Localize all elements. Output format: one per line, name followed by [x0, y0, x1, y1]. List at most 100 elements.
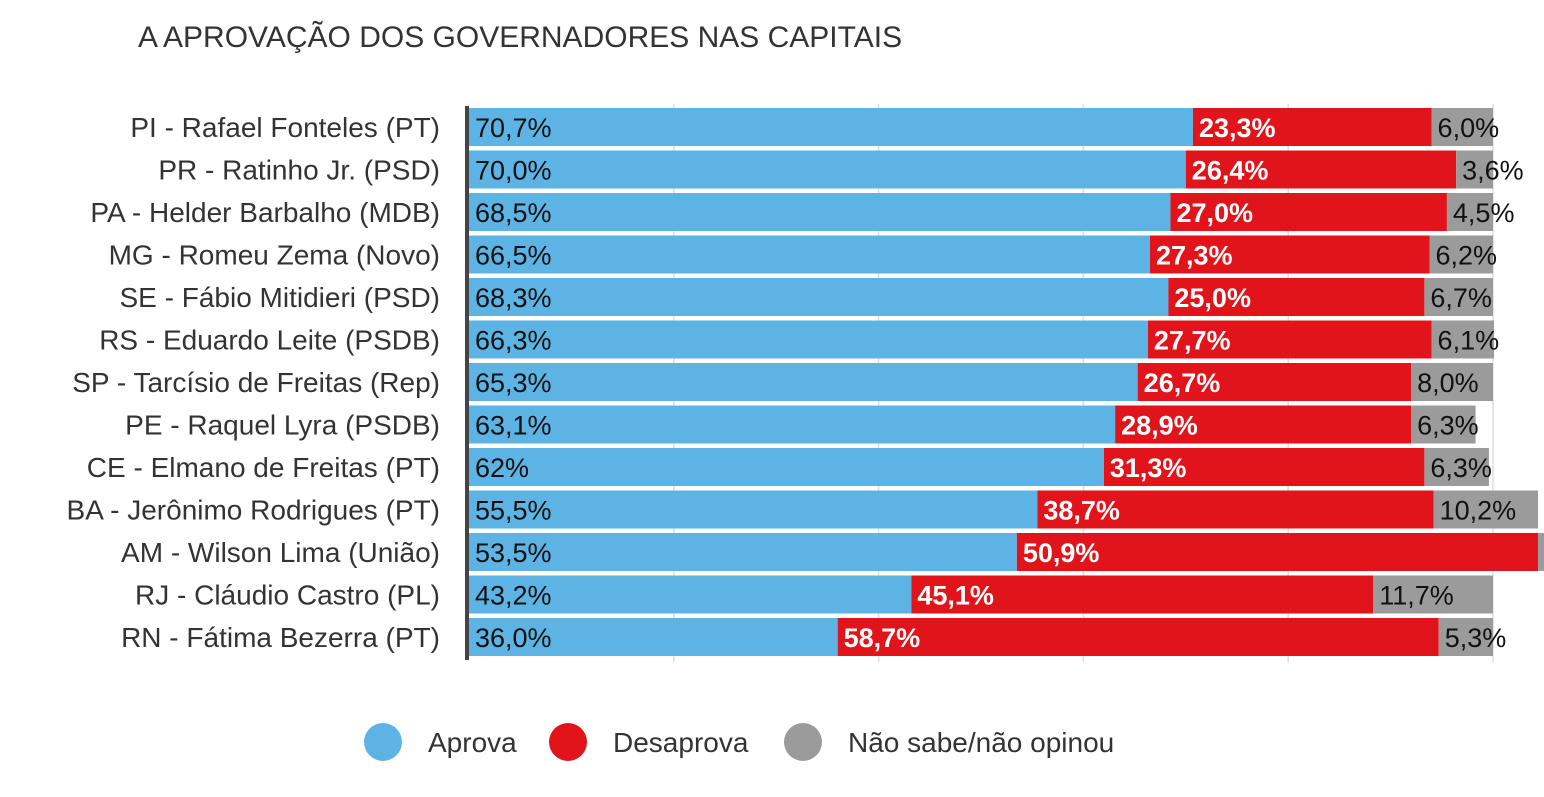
data-label: 68,3% — [475, 283, 552, 313]
category-label: PA - Helder Barbalho (MDB) — [90, 197, 440, 228]
bar-segment — [1137, 363, 1412, 401]
data-label: 6,2% — [1436, 241, 1498, 271]
data-label: 66,3% — [475, 326, 552, 356]
bar-segment — [911, 575, 1374, 614]
data-label: 45,1% — [917, 581, 994, 611]
category-label: CE - Elmano de Freitas (PT) — [87, 452, 440, 483]
chart-title: A APROVAÇÃO DOS GOVERNADORES NAS CAPITAI… — [138, 20, 902, 54]
category-label: RS - Eduardo Leite (PSDB) — [99, 325, 440, 356]
bar-segment — [837, 618, 1439, 656]
legend-label: Não sabe/não opinou — [848, 727, 1114, 758]
bar-segment — [1016, 533, 1539, 571]
category-label: MG - Romeu Zema (Novo) — [109, 240, 440, 271]
legend-swatch — [549, 723, 587, 761]
data-label: 11,7% — [1379, 581, 1454, 611]
bar-segment — [469, 490, 1038, 529]
bar-segment — [1438, 618, 1493, 656]
bar-segment — [469, 575, 912, 614]
bar-segment — [1456, 150, 1493, 189]
bar-segment — [1037, 490, 1434, 529]
bar-segment — [469, 363, 1138, 401]
data-label: 50,9% — [1023, 538, 1100, 568]
bar-segment — [1192, 108, 1432, 146]
bar-segment — [469, 235, 1150, 274]
bar-segment — [469, 618, 838, 656]
legend-swatch — [784, 723, 822, 761]
bar-segment — [1411, 363, 1493, 401]
data-label: 53,5% — [475, 538, 552, 568]
bar-segment — [469, 405, 1116, 444]
bar-segment — [1424, 448, 1489, 486]
data-label: 70,7% — [475, 113, 552, 143]
legend-label: Aprova — [428, 727, 517, 758]
bar-segment — [469, 320, 1148, 359]
data-label: 70,0% — [475, 156, 552, 186]
legend: Aprova Desaprova Não sabe/não opinou — [364, 723, 1114, 761]
data-label: 65,3% — [475, 368, 552, 398]
data-label: 43,2% — [475, 581, 552, 611]
data-label: 26,7% — [1144, 368, 1221, 398]
bar-segment — [1411, 405, 1476, 444]
data-label: 27,3% — [1156, 241, 1233, 271]
category-label: PE - Raquel Lyra (PSDB) — [125, 410, 440, 441]
data-label: 23,3% — [1199, 113, 1276, 143]
bars: 70,7% 23,3% 6,0% 70,0% 26,4% 3,6% 68,5% 27,0% 4,… — [469, 108, 1544, 656]
bar-segment — [469, 448, 1104, 486]
bar-segment — [1431, 320, 1495, 359]
category-label: SE - Fábio Mitidieri (PSD) — [119, 282, 440, 313]
legend-swatch — [364, 723, 402, 761]
bar-segment — [469, 108, 1193, 146]
bar-segment — [1373, 575, 1493, 614]
bar-segment — [1538, 533, 1544, 571]
bar-segment — [1103, 448, 1425, 486]
category-label: SP - Tarcísio de Freitas (Rep) — [72, 367, 440, 398]
data-label: 10,2% — [1440, 496, 1517, 526]
bar-segment — [1185, 150, 1457, 189]
data-label: 6,3% — [1417, 411, 1479, 441]
data-label: 66,5% — [475, 241, 552, 271]
data-label: 6,0% — [1438, 113, 1500, 143]
data-label: 55,5% — [475, 496, 552, 526]
data-label: 63,1% — [475, 411, 552, 441]
data-label: 5,3% — [1445, 623, 1507, 653]
category-labels: PI - Rafael Fonteles (PT) PR - Ratinho Jr… — [67, 112, 440, 653]
category-label: RJ - Cláudio Castro (PL) — [135, 580, 440, 611]
data-label: 36,0% — [475, 623, 552, 653]
bar-segment — [1115, 405, 1412, 444]
bar-segment — [1446, 193, 1493, 231]
category-label: BA - Jerônimo Rodrigues (PT) — [67, 495, 440, 526]
bar-segment — [1149, 235, 1430, 274]
bar-segment — [469, 278, 1169, 316]
data-label: 62% — [475, 453, 529, 483]
data-label: 6,3% — [1430, 453, 1492, 483]
bar-segment — [1168, 278, 1425, 316]
legend-label: Desaprova — [613, 727, 749, 758]
bar-segment — [1147, 320, 1432, 359]
data-label: 3,6% — [1462, 156, 1524, 186]
bar-segment — [1424, 278, 1493, 316]
data-label: 8,0% — [1417, 368, 1479, 398]
data-label: 58,7% — [844, 623, 921, 653]
data-label: 6,1% — [1438, 326, 1500, 356]
category-label: PI - Rafael Fonteles (PT) — [130, 112, 440, 143]
bar-segment — [1429, 235, 1493, 274]
data-label: 26,4% — [1192, 156, 1269, 186]
data-label: 4,5% — [1453, 198, 1515, 228]
category-label: RN - Fátima Bezerra (PT) — [121, 622, 440, 653]
data-label: 27,7% — [1154, 326, 1231, 356]
data-label: 6,7% — [1430, 283, 1492, 313]
bar-segment — [469, 533, 1017, 571]
bar-segment — [1433, 490, 1539, 529]
bar-segment — [469, 150, 1186, 189]
bar-segment — [1431, 108, 1493, 146]
data-label: 38,7% — [1043, 496, 1120, 526]
bar-segment — [1170, 193, 1447, 231]
bar-segment — [469, 193, 1171, 231]
data-label: 31,3% — [1110, 453, 1187, 483]
category-label: AM - Wilson Lima (União) — [121, 537, 440, 568]
data-label: 28,9% — [1121, 411, 1198, 441]
category-label: PR - Ratinho Jr. (PSD) — [158, 155, 440, 186]
data-label: 27,0% — [1176, 198, 1253, 228]
data-label: 25,0% — [1174, 283, 1251, 313]
